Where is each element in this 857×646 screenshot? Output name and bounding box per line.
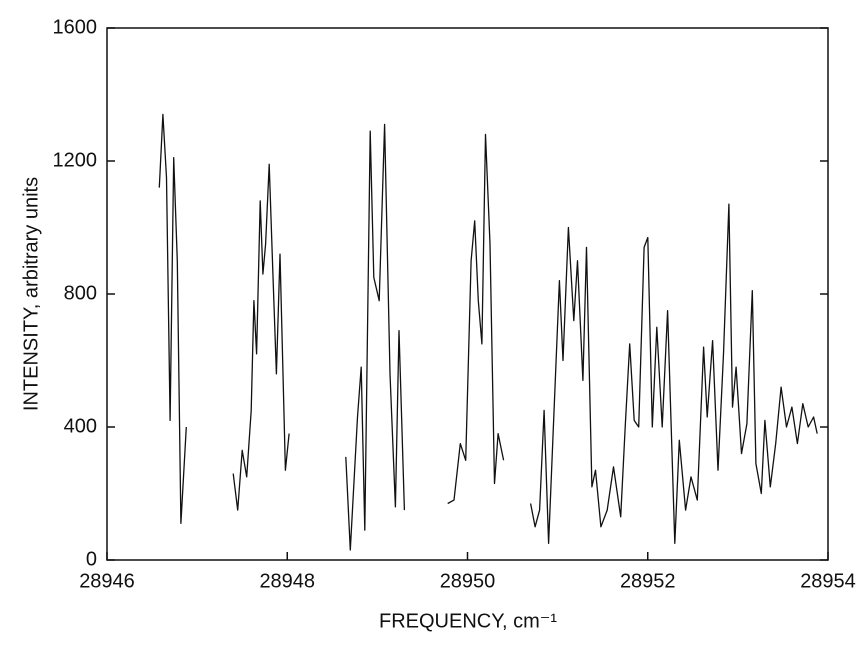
spectrum-line: [158, 113, 818, 551]
plot-frame: [106, 27, 829, 561]
y-tick-label: 1200: [53, 149, 98, 171]
x-tick-label: 28946: [79, 570, 135, 592]
y-tick-label: 400: [64, 415, 97, 437]
x-axis-title: FREQUENCY, cm⁻¹: [379, 610, 557, 632]
x-tick-label: 28954: [800, 570, 856, 592]
y-tick-label: 800: [64, 282, 97, 304]
x-tick-label: 28950: [440, 570, 496, 592]
y-tick-label: 1600: [53, 16, 98, 38]
y-tick-label: 0: [86, 548, 97, 570]
x-tick-label: 28952: [620, 570, 676, 592]
x-tick-label: 28948: [259, 570, 315, 592]
y-axis-title: INTENSITY, arbitrary units: [20, 177, 42, 411]
